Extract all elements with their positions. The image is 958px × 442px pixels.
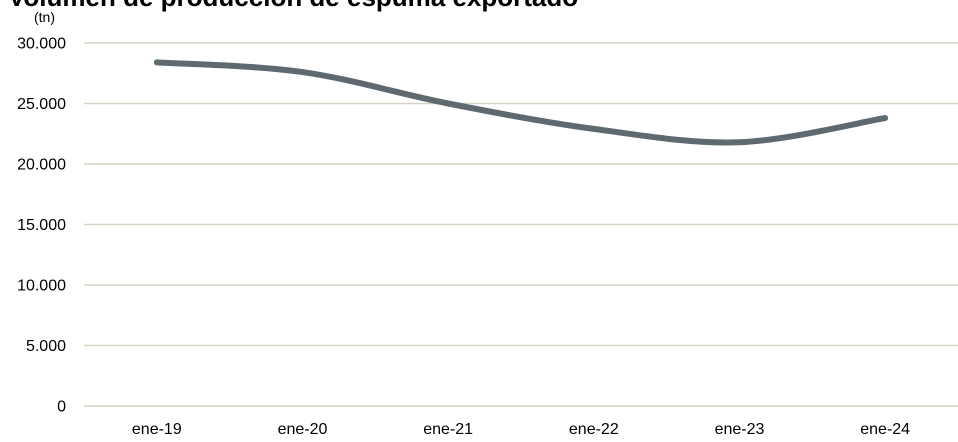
- x-axis-ticks: ene-19 ene-20 ene-21 ene-22 ene-23 ene-24: [132, 421, 910, 438]
- series-group: [153, 59, 889, 146]
- y-tick-label: 10.000: [17, 278, 66, 295]
- x-tick-label: ene-20: [278, 421, 328, 438]
- x-tick-label: ene-19: [132, 421, 182, 438]
- data-point-ene-23: [737, 139, 743, 145]
- data-point-ene-19: [154, 59, 160, 65]
- data-point-ene-20: [300, 69, 306, 75]
- data-point-ene-21: [445, 101, 451, 107]
- y-tick-label: 15.000: [17, 217, 66, 234]
- data-point-ene-22: [591, 126, 597, 132]
- x-tick-label: ene-23: [715, 421, 765, 438]
- x-tick-label: ene-24: [860, 421, 910, 438]
- y-tick-label: 25.000: [17, 96, 66, 113]
- gridlines: [84, 42, 958, 407]
- x-tick-label: ene-21: [423, 421, 473, 438]
- data-point-ene-24: [882, 115, 888, 121]
- series-line-0: [153, 59, 889, 146]
- y-axis-ticks: 0 5.000 10.000 15.000 20.000 25.000 30.000: [17, 36, 66, 416]
- x-tick-label: ene-22: [569, 421, 619, 438]
- y-axis-unit-label: (tn): [34, 9, 55, 25]
- y-tick-label: 20.000: [17, 157, 66, 174]
- y-tick-label: 5.000: [26, 338, 66, 355]
- y-tick-label: 30.000: [17, 36, 66, 53]
- chart-title: Volumen de producción de espuma exportad…: [8, 0, 578, 12]
- y-tick-label: 0: [57, 399, 66, 416]
